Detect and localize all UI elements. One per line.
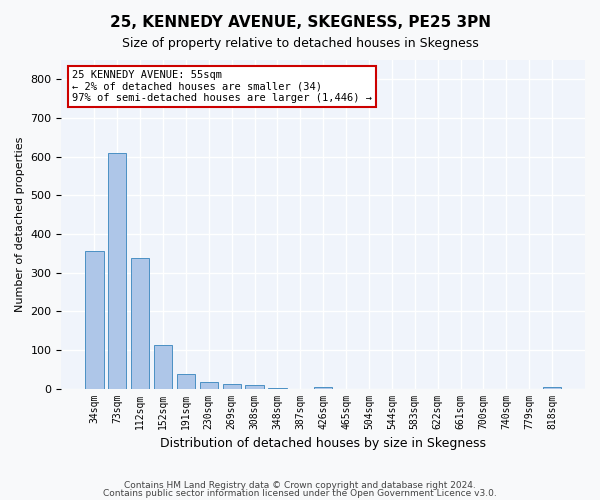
Bar — [108, 153, 127, 388]
Bar — [177, 374, 195, 388]
Bar — [200, 382, 218, 388]
Bar — [131, 258, 149, 388]
X-axis label: Distribution of detached houses by size in Skegness: Distribution of detached houses by size … — [160, 437, 486, 450]
Bar — [223, 384, 241, 388]
Text: Size of property relative to detached houses in Skegness: Size of property relative to detached ho… — [122, 38, 478, 51]
Text: 25 KENNEDY AVENUE: 55sqm
← 2% of detached houses are smaller (34)
97% of semi-de: 25 KENNEDY AVENUE: 55sqm ← 2% of detache… — [72, 70, 372, 103]
Y-axis label: Number of detached properties: Number of detached properties — [15, 136, 25, 312]
Bar — [245, 385, 264, 388]
Text: 25, KENNEDY AVENUE, SKEGNESS, PE25 3PN: 25, KENNEDY AVENUE, SKEGNESS, PE25 3PN — [110, 15, 491, 30]
Text: Contains HM Land Registry data © Crown copyright and database right 2024.: Contains HM Land Registry data © Crown c… — [124, 481, 476, 490]
Text: Contains public sector information licensed under the Open Government Licence v3: Contains public sector information licen… — [103, 488, 497, 498]
Bar — [154, 345, 172, 389]
Bar — [85, 252, 104, 388]
